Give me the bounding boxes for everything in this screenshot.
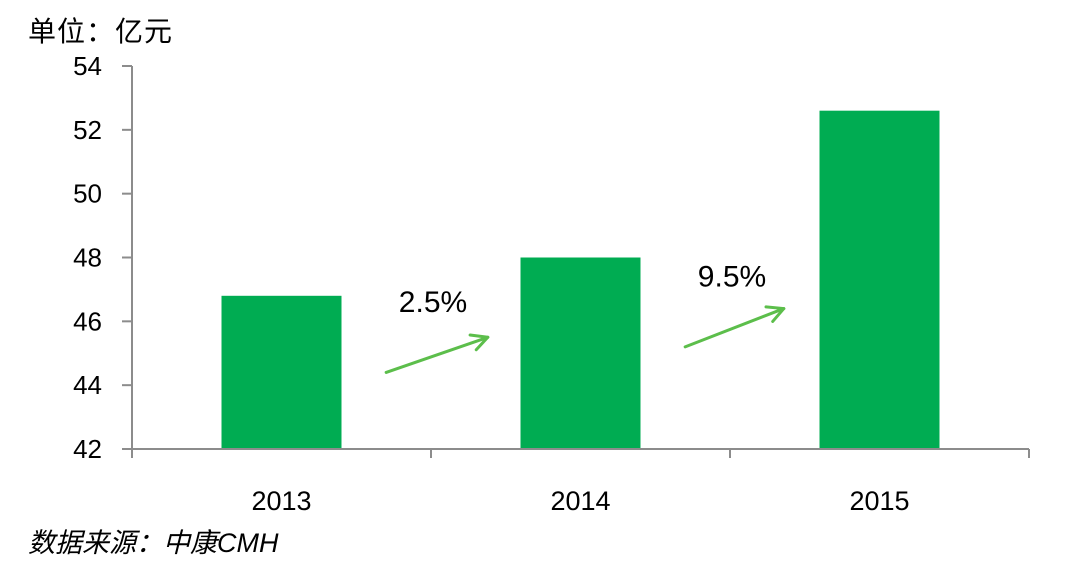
x-axis-tick-label: 2014 — [550, 486, 610, 516]
y-axis-tick-label: 46 — [73, 306, 102, 336]
y-axis-tick-label: 48 — [73, 243, 102, 273]
growth-rate-label: 2.5% — [399, 286, 467, 319]
y-axis-tick-label: 54 — [73, 51, 102, 81]
chart-source-label: 数据来源：中康CMH — [28, 528, 279, 558]
bar-2015 — [819, 110, 940, 449]
bar-2013 — [221, 295, 342, 449]
x-axis-tick-label: 2015 — [849, 486, 909, 516]
growth-arrow — [683, 305, 786, 349]
bar-2014 — [520, 257, 641, 449]
y-axis-tick-label: 42 — [73, 434, 102, 464]
growth-arrow — [384, 333, 490, 374]
chart-unit-label: 单位：亿元 — [28, 16, 174, 47]
x-axis-tick-label: 2013 — [251, 486, 311, 516]
y-axis-tick-label: 52 — [73, 115, 102, 145]
y-axis-tick-label: 44 — [73, 370, 102, 400]
growth-rate-label: 9.5% — [698, 261, 766, 294]
y-axis-tick-label: 50 — [73, 179, 102, 209]
